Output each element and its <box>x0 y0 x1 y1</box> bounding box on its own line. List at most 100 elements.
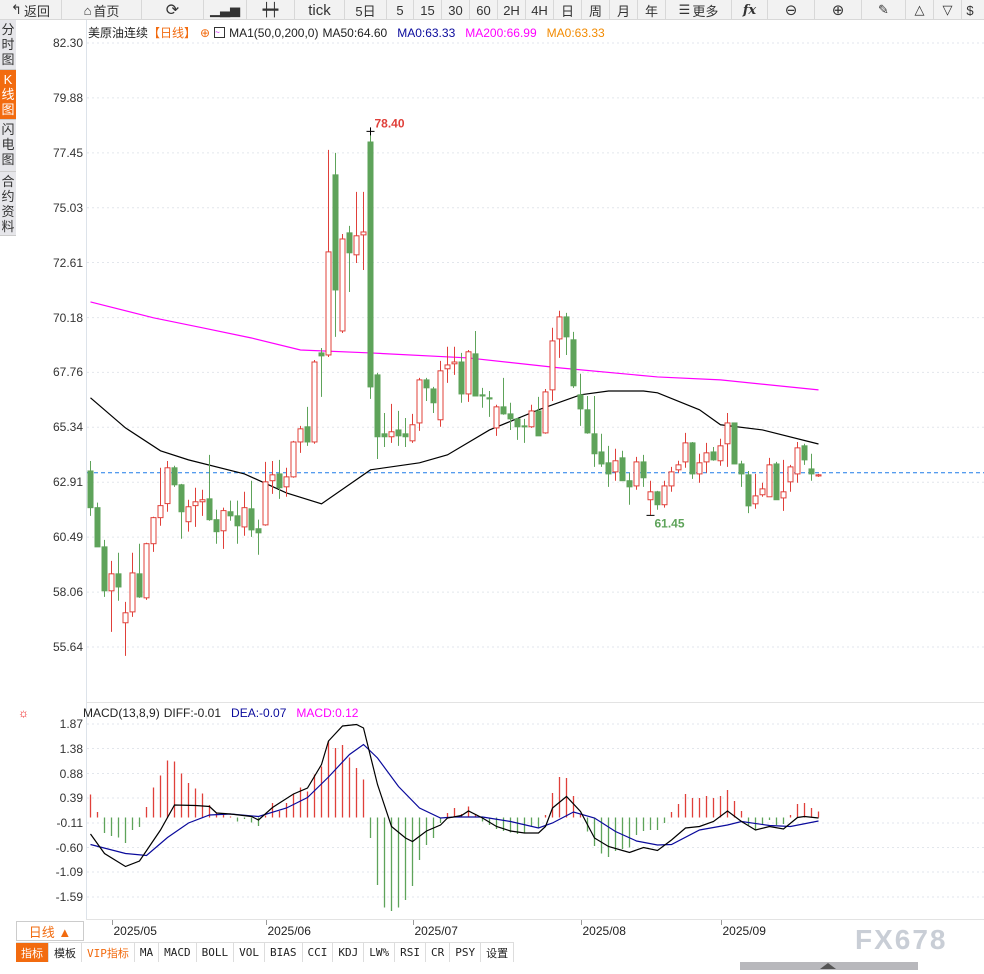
date-tick-label: 2025/07 <box>414 924 458 938</box>
period-4h[interactable]: 4H <box>526 0 554 20</box>
tab-boll[interactable]: BOLL <box>197 943 235 962</box>
candle-body-up <box>311 361 318 443</box>
candle <box>185 499 192 532</box>
tab-cci[interactable]: CCI <box>303 943 334 962</box>
tab-bias[interactable]: BIAS <box>265 943 303 962</box>
tab-rsi[interactable]: RSI <box>395 943 426 962</box>
price-legend: 美原油连续 【日线】 ⊕ ~ MA1(50,0,200,0) MA50:64.6… <box>88 24 605 41</box>
candle-body-down <box>710 451 717 461</box>
candle <box>94 502 101 548</box>
tab-psy[interactable]: PSY <box>450 943 482 962</box>
tab-macd[interactable]: MACD <box>159 943 197 962</box>
period-year[interactable]: 年 <box>638 0 666 20</box>
candle <box>297 425 304 453</box>
candle <box>724 412 731 467</box>
candle-body-up <box>542 391 549 434</box>
instrument-name: 美原油连续 <box>88 26 149 40</box>
sidebar-tab-contract[interactable]: 合约资料 <box>0 172 16 236</box>
candle-body-up <box>752 495 759 505</box>
tick-button[interactable]: tick <box>295 0 345 20</box>
menu-icon: ☰ <box>678 2 691 17</box>
formula-button[interactable]: fx <box>732 0 768 20</box>
tab-kdj[interactable]: KDJ <box>333 943 365 962</box>
candle <box>87 460 94 516</box>
candle <box>388 403 395 443</box>
candle <box>556 310 563 358</box>
candle <box>129 552 136 617</box>
period-30[interactable]: 30 <box>442 0 470 20</box>
tab-template[interactable]: 模板 <box>49 943 82 962</box>
candle <box>563 312 570 355</box>
macd-settings-icon[interactable]: ☼ <box>18 706 29 720</box>
candle <box>395 410 402 446</box>
candle-body-down <box>801 445 808 461</box>
candle <box>626 472 633 505</box>
candle <box>605 445 612 487</box>
candle-body-up <box>143 543 150 599</box>
candle-body-down <box>479 394 486 397</box>
date-tick-label: 2025/08 <box>582 924 626 938</box>
refresh-button[interactable]: ⟳ <box>142 0 204 20</box>
candle <box>752 473 759 509</box>
home-button[interactable]: ⌂ 首页 <box>62 0 142 20</box>
period-60[interactable]: 60 <box>470 0 498 20</box>
move-up-button[interactable]: △ <box>906 0 934 20</box>
tab-lw[interactable]: LW% <box>364 943 396 962</box>
ma-chart-icon[interactable]: ~ <box>214 27 226 38</box>
macd-legend: ☼ MACD(13,8,9) DIFF:-0.01 DEA:-0.07 MACD… <box>18 706 358 720</box>
macd-value: MACD:0.12 <box>296 706 359 720</box>
candle <box>507 402 514 430</box>
period-month[interactable]: 月 <box>610 0 638 20</box>
tab-ma[interactable]: MA <box>135 943 160 962</box>
candle <box>178 483 185 539</box>
candle-body-down <box>738 463 745 475</box>
candle-chart-button[interactable]: ┿┿ <box>247 0 295 20</box>
period-5[interactable]: 5 <box>387 0 414 20</box>
candle <box>703 442 710 473</box>
date-tick-label: 2025/09 <box>722 924 766 938</box>
period-15[interactable]: 15 <box>414 0 442 20</box>
sidebar-tab-flash[interactable]: 闪电图 <box>0 120 16 172</box>
line-chart-button[interactable]: ▁▃▅ <box>204 0 247 20</box>
move-down-button[interactable]: ▽ <box>934 0 962 20</box>
zoom-out-button[interactable]: ⊖ <box>768 0 815 20</box>
horizontal-scrollbar[interactable] <box>740 962 918 970</box>
candle-body-up <box>269 474 276 482</box>
dollar-button[interactable]: $ <box>966 2 974 18</box>
settings-circle-icon[interactable]: ⊕ <box>200 25 211 40</box>
tab-vol[interactable]: VOL <box>234 943 265 962</box>
price-tick-label: 79.88 <box>52 90 83 105</box>
draw-button[interactable]: ✎ <box>862 0 906 20</box>
macd-chart[interactable] <box>0 702 984 920</box>
candle-body-up <box>787 466 794 483</box>
candle <box>269 460 276 494</box>
candle <box>535 396 542 437</box>
period-2h[interactable]: 2H <box>498 0 526 20</box>
candle-body-down <box>318 352 325 357</box>
period-selector[interactable]: 日线 ▲ <box>16 921 84 941</box>
sidebar-tab-timeshare[interactable]: 分时图 <box>0 20 16 70</box>
sidebar-tab-kline[interactable]: K线图 <box>0 70 16 120</box>
candle <box>332 152 339 337</box>
candlestick-chart[interactable]: 78.40 61.45 <box>0 0 984 700</box>
tab-indicator[interactable]: 指标 <box>16 943 49 962</box>
home-icon: ⌂ <box>83 2 92 18</box>
more-button[interactable]: ☰ 更多 <box>666 0 732 20</box>
candle-body-down <box>171 467 178 486</box>
candle-body-up <box>108 573 115 592</box>
period-week[interactable]: 周 <box>582 0 610 20</box>
back-button[interactable]: ↰ 返回 <box>0 0 62 20</box>
candle-body-down <box>276 473 283 489</box>
tab-cr[interactable]: CR <box>426 943 451 962</box>
candle-body-up <box>647 491 654 501</box>
tab-vip-indicator[interactable]: VIP指标 <box>82 943 135 962</box>
candle-body-up <box>388 431 395 438</box>
tab-settings[interactable]: 设置 <box>481 943 515 962</box>
candle <box>766 457 773 498</box>
period-day[interactable]: 日 <box>554 0 582 20</box>
five-day-button[interactable]: 5日 <box>345 0 387 20</box>
candle-body-up <box>724 422 731 445</box>
macd-tick-label: 1.87 <box>59 717 83 731</box>
candle <box>339 233 346 333</box>
zoom-in-button[interactable]: ⊕ <box>815 0 862 20</box>
